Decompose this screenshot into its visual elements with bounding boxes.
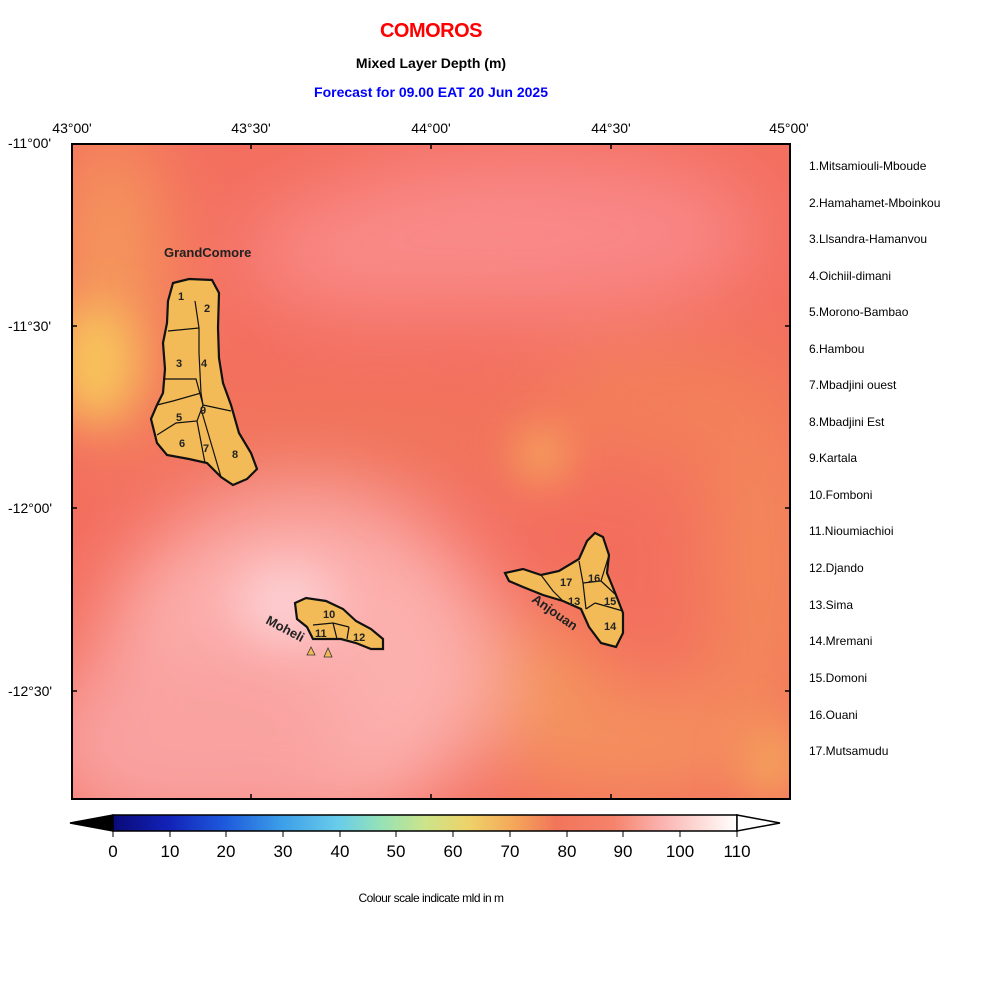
- lon-tick-label: 43°30': [231, 120, 271, 136]
- district-number-17: 17: [560, 577, 572, 589]
- colorbar-ramp: [112, 814, 738, 832]
- forecast-time: Forecast for 09.00 EAT 20 Jun 2025: [314, 84, 548, 100]
- district-number-15: 15: [604, 596, 616, 608]
- legend-item: 3.Llsandra-Hamanvou: [809, 232, 928, 246]
- district-number-11: 11: [315, 628, 327, 640]
- colorbar-tick-label: 70: [500, 842, 520, 861]
- legend-item: 4.Oichiil-dimani: [809, 269, 892, 283]
- map-subtitle: Mixed Layer Depth (m): [355, 55, 507, 71]
- colorbar-max-arrow: [736, 814, 781, 832]
- colorbar-tick-label: 100: [665, 842, 695, 861]
- mld-field: [71, 143, 791, 800]
- island-moheli: [293, 596, 385, 658]
- legend-item: 10.Fomboni: [809, 488, 873, 502]
- colorbar-tick-label: 10: [160, 842, 180, 861]
- legend-item: 9.Kartala: [809, 451, 858, 465]
- legend-item: 7.Mbadjini ouest: [809, 378, 897, 392]
- lat-tick-label: -11°30': [8, 318, 52, 334]
- colorbar-tick-label: 30: [273, 842, 293, 861]
- island-grand-comore: [149, 277, 259, 487]
- colorbar-tick-label: 20: [216, 842, 236, 861]
- lon-tick-label: 45°00': [769, 120, 809, 136]
- district-number-3: 3: [176, 358, 182, 370]
- legend-item: 13.Sima: [809, 598, 854, 612]
- lat-tick-label: -11°00': [8, 135, 52, 151]
- colorbar-tick-label: 80: [557, 842, 577, 861]
- district-number-4: 4: [201, 358, 208, 370]
- district-number-14: 14: [604, 621, 617, 633]
- lon-tick-label: 43°00': [52, 120, 92, 136]
- legend-item: 15.Domoni: [809, 671, 868, 685]
- colorbar-tick-label: 110: [723, 842, 751, 861]
- legend-item: 17.Mutsamudu: [809, 744, 889, 758]
- colorbar-tick-label: 0: [108, 842, 118, 861]
- district-number-16: 16: [588, 573, 600, 585]
- district-number-6: 6: [179, 438, 185, 450]
- district-number-13: 13: [568, 596, 580, 608]
- legend-item: 6.Hambou: [809, 342, 865, 356]
- legend-item: 8.Mbadjini Est: [809, 415, 885, 429]
- legend-item: 16.Ouani: [809, 708, 858, 722]
- legend-item: 5.Morono-Bambao: [809, 305, 909, 319]
- colorbar-tick-label: 90: [613, 842, 633, 861]
- lon-tick-label: 44°30': [591, 120, 631, 136]
- colorbar-ticks: [112, 831, 738, 837]
- district-number-1: 1: [178, 291, 184, 303]
- legend-item: 12.Djando: [809, 561, 864, 575]
- district-number-10: 10: [323, 609, 335, 621]
- map-title: COMOROS: [379, 20, 483, 42]
- colorbar-tick-label: 40: [330, 842, 350, 861]
- legend-item: 11.Nioumiachioi: [809, 524, 894, 538]
- colorbar-min-arrow: [69, 814, 114, 832]
- lat-tick-label: -12°30': [8, 683, 53, 699]
- mld-map: 1 2 3 4 5 6 7 8 9 10 11 12 13 14 15 16 1…: [71, 143, 791, 800]
- lon-tick-label: 44°00': [411, 120, 451, 136]
- district-number-9: 9: [200, 405, 206, 417]
- legend-item: 14.Mremani: [809, 634, 873, 648]
- legend-item: 1.Mitsamiouli-Mboude: [809, 159, 927, 173]
- axis-ticks: [71, 143, 791, 800]
- district-number-8: 8: [232, 449, 238, 461]
- island-anjouan: [503, 531, 625, 649]
- colorbar-tick-label: 50: [386, 842, 406, 861]
- district-number-12: 12: [353, 632, 365, 644]
- island-label-grand-comore: GrandComore: [164, 245, 251, 260]
- colorbar-tick-label: 60: [443, 842, 463, 861]
- district-number-2: 2: [204, 303, 210, 315]
- lat-tick-label: -12°00': [8, 500, 53, 516]
- legend-item: 2.Hamahamet-Mboinkou: [809, 196, 941, 210]
- district-number-5: 5: [176, 412, 182, 424]
- district-number-7: 7: [203, 443, 209, 455]
- colorbar-caption: Colour scale indicate mld in m: [358, 891, 504, 905]
- colorbar: [69, 814, 781, 837]
